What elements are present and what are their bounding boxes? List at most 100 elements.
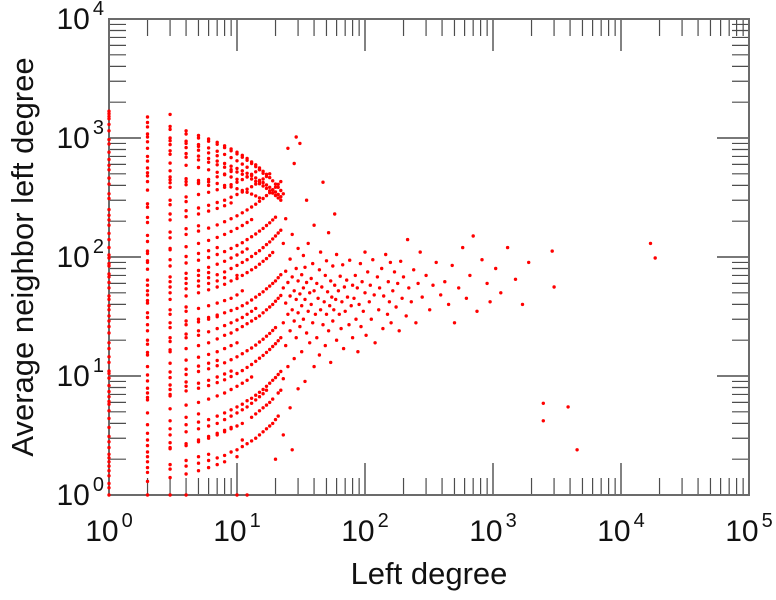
- data-point: [107, 383, 111, 388]
- data-point: [168, 383, 172, 387]
- data-point: [168, 339, 172, 344]
- data-point: [196, 420, 201, 424]
- data-point: [235, 328, 239, 332]
- data-point: [184, 403, 188, 407]
- data-point: [301, 317, 306, 321]
- data-point: [268, 221, 272, 225]
- data-point: [334, 252, 339, 257]
- data-point: [145, 315, 150, 320]
- data-point: [196, 165, 201, 170]
- data-point: [286, 280, 290, 285]
- data-point: [168, 161, 172, 165]
- data-point: [317, 268, 322, 272]
- data-point: [107, 192, 111, 196]
- data-point: [206, 238, 211, 243]
- data-point: [254, 194, 258, 198]
- data-point: [264, 384, 269, 388]
- data-point: [279, 273, 283, 277]
- data-point: [145, 460, 150, 464]
- data-point: [334, 297, 338, 302]
- data-point: [424, 273, 428, 278]
- data-point: [206, 190, 211, 194]
- data-point: [245, 175, 249, 179]
- data-point: [145, 364, 150, 369]
- data-point: [245, 399, 249, 403]
- data-point: [249, 268, 254, 272]
- data-point: [332, 308, 336, 312]
- data-point: [206, 160, 211, 164]
- data-point: [229, 450, 233, 454]
- data-point: [439, 293, 443, 297]
- data-point: [107, 493, 111, 497]
- data-point: [107, 272, 111, 276]
- data-point: [184, 443, 188, 448]
- data-point: [206, 177, 211, 182]
- data-point: [107, 341, 111, 345]
- x-axis-title: Left degree: [351, 556, 508, 591]
- data-point: [107, 223, 111, 227]
- data-point: [196, 412, 201, 416]
- data-point: [245, 247, 249, 251]
- data-point: [300, 350, 304, 354]
- data-point: [168, 230, 172, 234]
- data-point: [249, 439, 254, 443]
- data-point: [245, 220, 249, 225]
- data-point: [401, 275, 406, 279]
- data-point: [268, 185, 272, 189]
- data-point: [168, 181, 172, 185]
- data-point: [145, 179, 150, 184]
- data-point: [168, 336, 172, 340]
- data-point: [229, 427, 233, 431]
- data-point: [434, 260, 438, 265]
- data-point: [222, 460, 227, 464]
- data-point: [215, 279, 219, 283]
- data-point: [145, 350, 150, 355]
- data-point: [249, 415, 254, 419]
- data-point: [145, 301, 150, 305]
- data-point: [292, 161, 296, 166]
- data-point: [206, 465, 211, 470]
- data-point: [286, 364, 290, 369]
- data-point: [268, 189, 272, 193]
- data-point: [257, 356, 262, 360]
- data-point: [264, 308, 269, 312]
- y-tick-label: 10 0: [57, 474, 105, 512]
- data-point: [321, 180, 325, 184]
- data-point: [107, 434, 111, 439]
- data-point: [168, 264, 172, 268]
- data-point: [107, 308, 111, 312]
- data-point: [245, 312, 249, 316]
- data-point: [464, 296, 469, 300]
- data-point: [254, 179, 258, 184]
- data-point: [107, 182, 111, 186]
- data-point: [254, 306, 258, 311]
- data-point: [357, 302, 361, 307]
- data-point: [290, 232, 294, 237]
- data-point: [276, 296, 280, 300]
- data-point: [271, 397, 275, 401]
- data-point: [359, 324, 363, 329]
- data-point: [245, 493, 249, 497]
- data-point: [229, 256, 233, 260]
- data-point: [184, 415, 188, 419]
- data-point: [206, 367, 211, 371]
- data-point: [196, 364, 201, 368]
- data-point: [235, 371, 239, 376]
- data-point: [184, 305, 188, 309]
- data-point: [271, 191, 275, 195]
- data-point: [184, 129, 188, 133]
- data-point: [215, 326, 219, 331]
- data-point: [145, 342, 150, 346]
- data-point: [107, 464, 111, 468]
- data-point: [168, 236, 172, 240]
- data-point: [184, 271, 188, 275]
- data-point: [240, 304, 244, 308]
- data-point: [276, 192, 280, 197]
- data-point: [145, 166, 150, 170]
- data-point: [257, 196, 262, 200]
- data-point: [399, 259, 403, 263]
- data-point: [206, 352, 211, 357]
- data-point: [245, 405, 249, 409]
- data-point: [145, 259, 150, 263]
- data-point: [206, 304, 211, 308]
